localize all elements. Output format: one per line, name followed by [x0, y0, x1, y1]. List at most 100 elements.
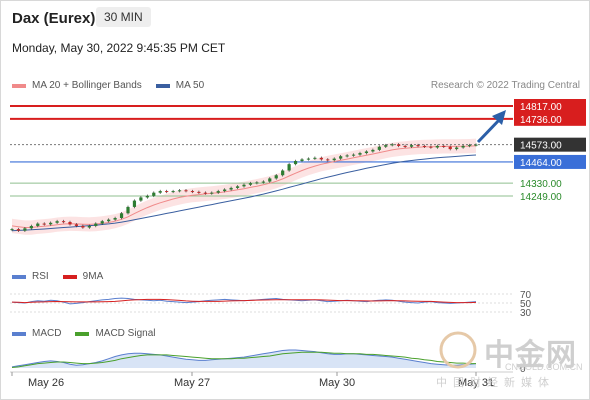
legend-macd: MACD MACD Signal [12, 328, 155, 339]
candle-body [448, 146, 452, 150]
rsi-9ma-line [11, 298, 477, 304]
candle-body [158, 191, 162, 193]
candle-body [255, 182, 259, 184]
candle-body [319, 157, 323, 160]
candle-body [100, 221, 104, 224]
candle-body [139, 197, 143, 201]
watermark-emblem [439, 331, 477, 369]
instrument-title: Dax (Eurex) [12, 10, 96, 27]
candle-body [152, 192, 156, 196]
level-label: 14249.00 [520, 192, 562, 203]
level-label: 14464.00 [520, 158, 562, 169]
candle-body [306, 158, 311, 160]
candle-body [332, 158, 336, 161]
candle-body [197, 191, 201, 193]
legend-macd-label: MACD [32, 328, 62, 339]
candle-body [87, 225, 91, 228]
x-tick-label: May 30 [319, 377, 356, 389]
candle-body [364, 151, 369, 154]
candle-body [384, 145, 388, 147]
legend-signal-label: MACD Signal [95, 328, 156, 339]
candle-body [326, 159, 330, 161]
x-tick-label: May 27 [174, 377, 211, 389]
legend-signal-swatch [75, 331, 90, 336]
candle-body [119, 213, 124, 219]
candle-body [171, 191, 175, 193]
level-label-box [514, 137, 586, 152]
watermark-logo-text: 中金网 [484, 339, 577, 372]
level-label: 14736.00 [520, 115, 562, 126]
candle-body [216, 191, 220, 193]
candle-body [235, 186, 240, 188]
rsi-level-label: 50 [520, 299, 532, 310]
legend-rsi-label: RSI [32, 271, 49, 282]
candle-body [300, 159, 304, 161]
candle-body [68, 221, 72, 225]
legend-ma20-swatch [12, 83, 26, 88]
macd-zero-label: 0 [520, 364, 526, 375]
chart-datetime: Monday, May 30, 2022 9:45:35 PM CET [12, 41, 226, 55]
candle-body [184, 190, 188, 192]
candle-body [177, 190, 182, 192]
candle-body [429, 146, 433, 148]
candle-body [371, 149, 375, 152]
candle-body [132, 200, 137, 207]
candle-body [293, 160, 298, 165]
candle-body [345, 155, 349, 157]
legend-ma50-swatch [155, 83, 170, 88]
candle-body [358, 153, 362, 155]
candle-body [416, 145, 420, 147]
candle-body [42, 223, 46, 225]
candle-body [165, 191, 169, 193]
candle-body [351, 154, 356, 156]
candle-body [23, 228, 27, 231]
candle-body [377, 146, 381, 150]
legend-ma50-label: MA 50 [175, 80, 205, 91]
legend-main: MA 20 + Bollinger Bands MA 50 [12, 80, 204, 91]
x-tick-label: May 26 [28, 377, 65, 389]
candle-body [10, 229, 14, 231]
candle-body [107, 219, 111, 222]
legend-rsi-swatch [12, 274, 26, 279]
level-label: 14330.00 [520, 179, 562, 190]
level-label-box [514, 99, 586, 113]
candle-body [461, 145, 465, 148]
rsi-level-label: 70 [520, 290, 532, 301]
forecast-arrow-head [492, 110, 506, 125]
candle-body [474, 144, 478, 146]
candle-body [435, 145, 439, 148]
candle-body [49, 222, 53, 225]
candle-body [422, 145, 427, 147]
x-tick-label: May 31 [458, 377, 495, 389]
candle-body [229, 187, 233, 190]
candle-body [287, 164, 291, 171]
level-label: 14573.00 [520, 141, 562, 152]
candle-body [313, 157, 317, 159]
candle-body [281, 170, 285, 176]
candle-body [210, 192, 214, 194]
candle-body [467, 145, 472, 147]
ma20-line [11, 145, 477, 228]
candle-body [397, 144, 401, 146]
watermark-url: CNGOLD.COM.CN [505, 362, 583, 372]
timeframe-badge[interactable]: 30 MIN [96, 7, 151, 27]
level-label-box [514, 111, 586, 126]
candle-body [94, 223, 98, 226]
candle-body [81, 225, 85, 228]
candle-body [403, 145, 407, 147]
candle-body [248, 183, 253, 185]
candle-body [339, 156, 343, 159]
candle-body [55, 221, 59, 223]
candle-body [242, 184, 246, 187]
level-label-box [514, 154, 586, 169]
candle-body [16, 229, 21, 231]
candle-body [274, 175, 278, 179]
candle-body [126, 206, 130, 214]
candle-body [455, 147, 459, 150]
candle-body [261, 181, 265, 183]
candle-body [36, 223, 40, 226]
candle-body [145, 195, 149, 198]
candle-body [223, 189, 227, 192]
research-credit: Research © 2022 Trading Central [430, 80, 580, 91]
